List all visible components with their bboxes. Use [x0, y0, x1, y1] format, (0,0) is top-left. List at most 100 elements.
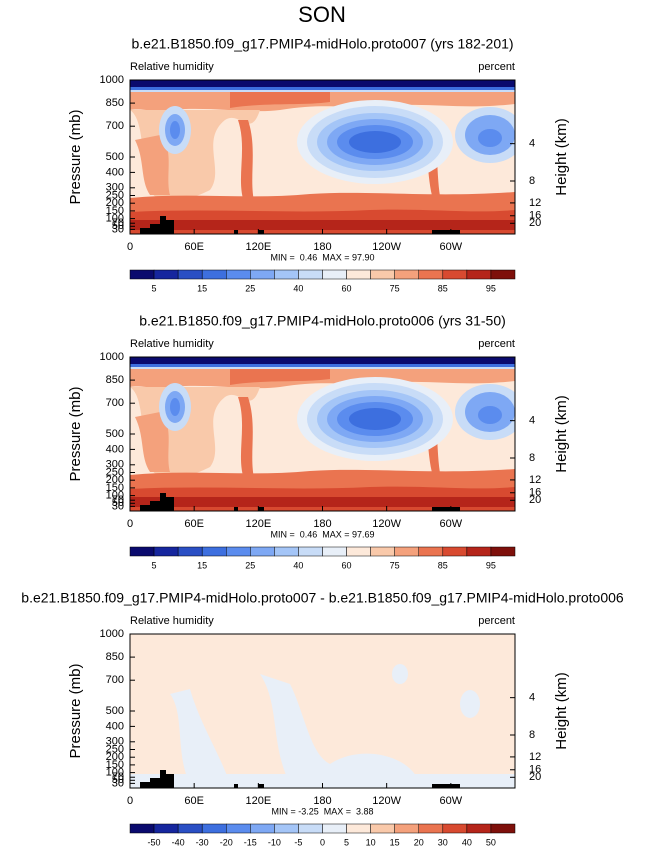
right-label: percent	[478, 338, 515, 350]
colorbar-box	[418, 269, 444, 280]
y-tick-label: 70	[112, 217, 124, 229]
colorbar-box	[274, 269, 299, 280]
colorbar-box	[153, 823, 179, 834]
y-tick-label: 50	[112, 220, 124, 232]
y-tick-label: 500	[106, 151, 124, 163]
colorbar-label: 75	[390, 560, 400, 570]
y2-tick-label: 4	[529, 415, 535, 427]
colorbar-box	[418, 546, 444, 557]
colorbar-box	[322, 269, 347, 280]
y-tick-label: 250	[106, 189, 124, 201]
panel-title: b.e21.B1850.f09_g17.PMIP4-midHolo.proto0…	[21, 590, 624, 606]
y-tick-label: 700	[106, 674, 124, 686]
colorbar-box	[177, 269, 203, 280]
colorbar-label: -10	[268, 837, 281, 847]
x-tick-label: 0	[127, 795, 133, 807]
y2-tick-label: 12	[529, 474, 541, 486]
colorbar-box	[490, 269, 516, 280]
y-tick-label: 500	[106, 705, 124, 717]
y-tick-label: 200	[106, 751, 124, 763]
y-tick-label: 400	[106, 720, 124, 732]
y2-tick-label: 12	[529, 751, 541, 763]
y-tick-label: 30	[112, 223, 124, 235]
colorbar-box	[201, 269, 227, 280]
colorbar-label: 15	[197, 560, 207, 570]
colorbar-box	[322, 546, 347, 557]
colorbar-label: 25	[245, 283, 255, 293]
colorbar-label: 5	[344, 837, 349, 847]
colorbar-label: 40	[462, 837, 472, 847]
x-tick-label: 120E	[245, 518, 271, 530]
colorbar-box	[442, 546, 468, 557]
right-label: percent	[478, 615, 515, 627]
y2-axis-label: Height (km)	[553, 672, 570, 750]
y-tick-label: 100	[106, 490, 124, 502]
field-2	[130, 357, 515, 511]
colorbar-box	[177, 546, 203, 557]
y-tick-label: 400	[106, 166, 124, 178]
y-tick-label: 850	[106, 651, 124, 663]
x-tick-label: 60W	[440, 518, 463, 530]
y2-axis-label: Height (km)	[553, 395, 570, 473]
colorbar-label: 20	[414, 837, 424, 847]
x-tick-label: 180	[313, 518, 331, 530]
y-tick-label: 700	[106, 120, 124, 132]
colorbar-label: 30	[438, 837, 448, 847]
colorbar-label: -50	[148, 837, 161, 847]
colorbar-label: 75	[390, 283, 400, 293]
colorbar-box	[490, 823, 516, 834]
colorbar-box	[274, 823, 299, 834]
colorbar-box	[177, 823, 203, 834]
field-3	[130, 634, 515, 788]
colorbar-box	[250, 269, 275, 280]
colorbar-box	[322, 823, 347, 834]
x-tick-label: 120W	[372, 795, 401, 807]
colorbar-label: -20	[220, 837, 233, 847]
y-axis-label: Pressure (mb)	[67, 386, 84, 481]
colorbar-label: -15	[244, 837, 257, 847]
colorbar-box	[466, 269, 492, 280]
colorbar-box	[370, 269, 395, 280]
y-tick-label: 70	[112, 771, 124, 783]
colorbar-box	[370, 546, 395, 557]
left-label: Relative humidity	[130, 338, 214, 350]
x-tick-label: 60E	[184, 795, 204, 807]
y-tick-label: 150	[106, 205, 124, 217]
colorbar-box	[129, 269, 155, 280]
left-label: Relative humidity	[130, 61, 214, 73]
y-tick-label: 100	[106, 767, 124, 779]
y-tick-label: 300	[106, 736, 124, 748]
colorbar-box	[226, 823, 251, 834]
colorbar-box	[226, 269, 251, 280]
y-tick-label: 300	[106, 459, 124, 471]
colorbar-label: 15	[390, 837, 400, 847]
y-tick-label: 70	[112, 494, 124, 506]
colorbar-box	[201, 546, 227, 557]
y2-tick-label: 20	[529, 771, 541, 783]
colorbar-label: 85	[438, 283, 448, 293]
colorbar-label: 95	[486, 283, 496, 293]
y2-tick-label: 20	[529, 217, 541, 229]
y-tick-label: 1000	[100, 74, 124, 86]
colorbar-label: -30	[196, 837, 209, 847]
y-tick-label: 50	[112, 774, 124, 786]
y2-tick-label: 20	[529, 494, 541, 506]
y-tick-label: 700	[106, 397, 124, 409]
colorbar-box	[466, 823, 492, 834]
x-tick-label: 60W	[440, 795, 463, 807]
colorbar-label: 50	[486, 837, 496, 847]
y-axis-label: Pressure (mb)	[67, 663, 84, 758]
y-axis-label: Pressure (mb)	[67, 109, 84, 204]
colorbar-box	[274, 546, 299, 557]
colorbar-label: 25	[245, 560, 255, 570]
colorbar-box	[153, 269, 179, 280]
y2-axis-label: Height (km)	[553, 118, 570, 196]
figure-title: SON	[298, 2, 346, 27]
x-tick-label: 120W	[372, 241, 401, 253]
colorbar-label: 60	[342, 560, 352, 570]
colorbar-box	[442, 823, 468, 834]
y-tick-label: 300	[106, 182, 124, 194]
colorbar-label: 60	[342, 283, 352, 293]
colorbar-box	[490, 546, 516, 557]
colorbar-label: 5	[152, 283, 157, 293]
